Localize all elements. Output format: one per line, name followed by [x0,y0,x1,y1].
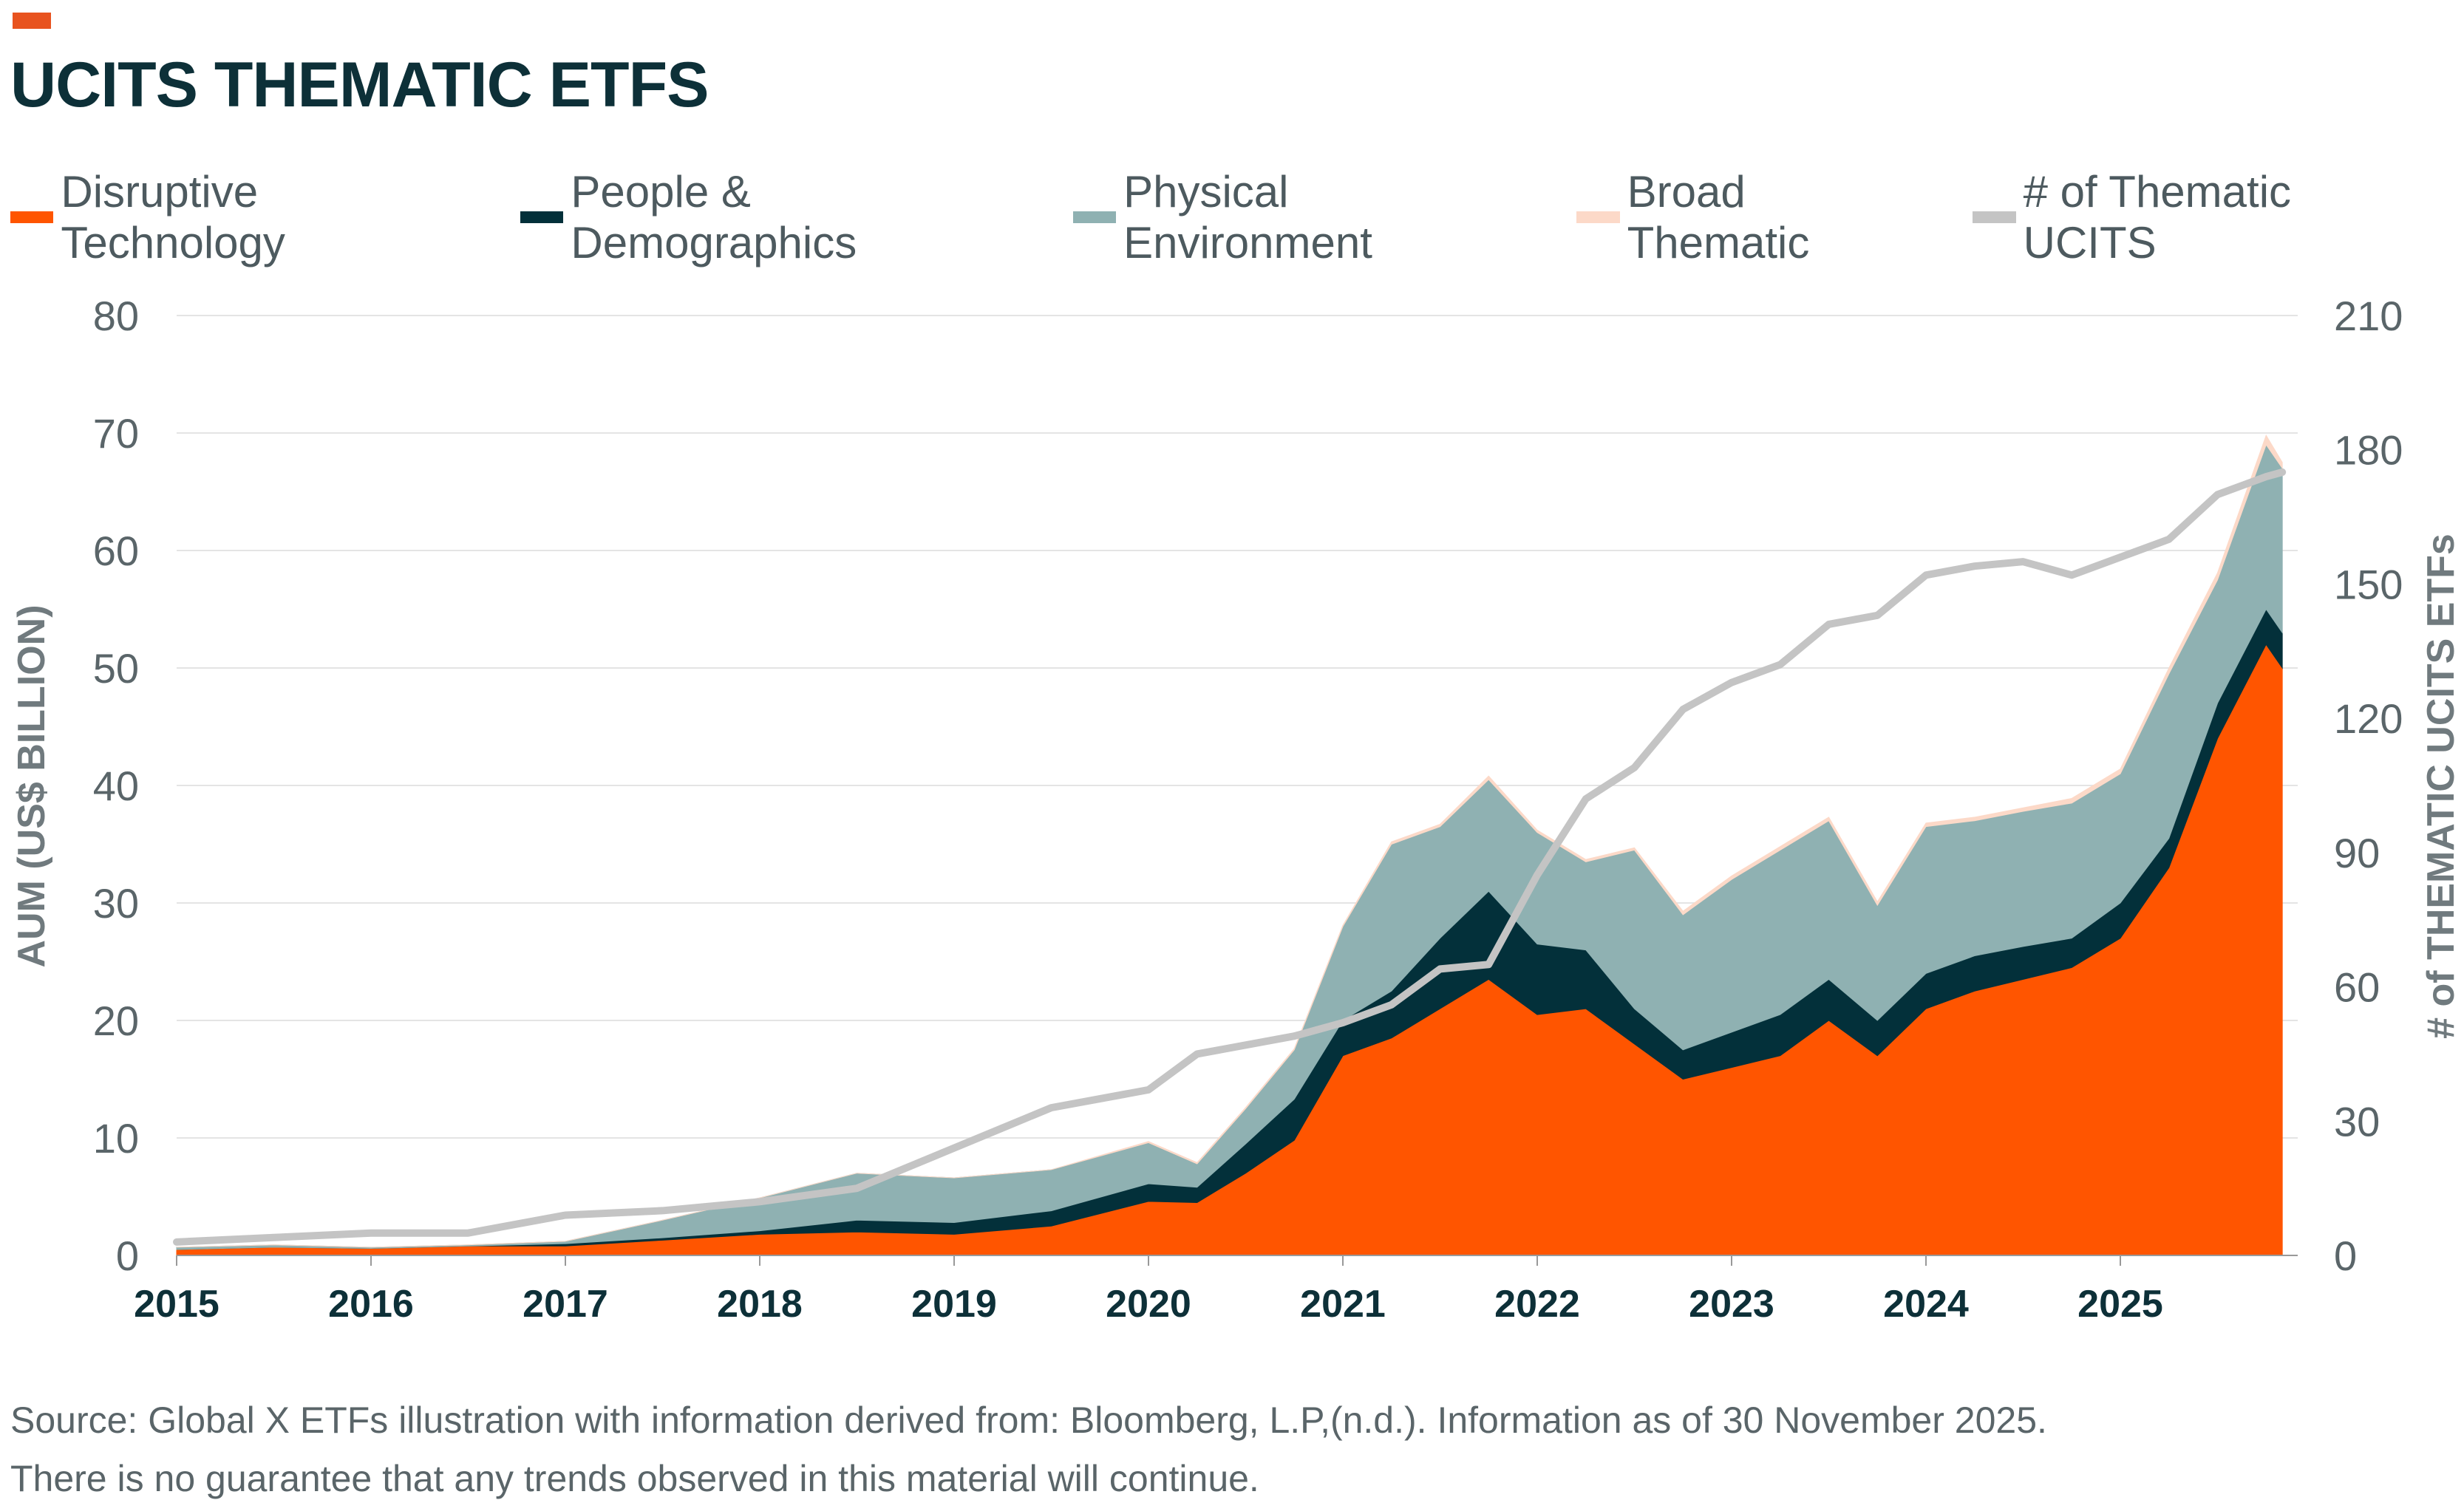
x-tick-label: 2019 [911,1283,997,1326]
x-tick-label: 2021 [1300,1283,1386,1326]
legend-label: Disruptive Technology [61,167,285,267]
y-tick-label: 80 [93,293,139,339]
y-tick-label: 20 [93,998,139,1044]
x-tick-label: 2023 [1689,1283,1774,1326]
x-tick-label: 2025 [2077,1283,2163,1326]
y2-tick-label: 60 [2334,964,2380,1011]
legend-label: Broad Thematic [1627,167,1810,267]
y-tick-label: 30 [93,880,139,927]
x-tick-label: 2022 [1494,1283,1580,1326]
legend: Disruptive Technology People & Demograph… [10,166,2464,268]
x-tick-label: 2020 [1106,1283,1191,1326]
area-broad-thematic [176,434,2283,1248]
x-tick-label: 2016 [328,1283,414,1326]
legend-item-thematic-ucits-count: # of Thematic UCITS [1973,166,2412,268]
y-tick-label: 50 [93,645,139,692]
disclaimer-note: There is no guarantee that any trends ob… [10,1458,1259,1499]
y-tick-label: 40 [93,763,139,809]
line-thematic-ucits-count [173,468,2287,1246]
x-tick-label: 2017 [523,1283,608,1326]
legend-swatch [1576,211,1620,223]
y2-tick-label: 180 [2334,427,2403,474]
legend-swatch [10,211,54,223]
legend-item-broad-thematic: Broad Thematic [1576,166,1921,268]
y-tick-label: 70 [93,410,139,457]
chart-title: UCITS THEMATIC ETFS [10,50,709,120]
y-tick-label: 0 [116,1233,139,1279]
y2-tick-label: 150 [2334,561,2403,607]
legend-label: # of Thematic UCITS [2023,167,2292,267]
y2-tick-label: 120 [2334,695,2403,742]
legend-item-physical-environment: Physical Environment [1072,166,1525,268]
x-tick-label: 2024 [1883,1283,1969,1326]
x-tick-label: 2018 [717,1283,803,1326]
legend-item-people-demographics: People & Demographics [520,166,1021,268]
y-tick-label: 60 [93,528,139,574]
y2-axis-title: # of THEMATIC UCITS ETFs [2420,533,2463,1039]
legend-label: People & Demographics [571,167,857,267]
y2-tick-label: 90 [2334,830,2380,876]
accent-tag [13,13,51,29]
legend-label: Physical Environment [1123,167,1372,267]
legend-item-disruptive-technology: Disruptive Technology [10,166,469,268]
legend-swatch [1072,211,1117,223]
y2-tick-label: 210 [2334,293,2403,339]
source-note: Source: Global X ETFs illustration with … [10,1400,2047,1441]
y2-tick-label: 30 [2334,1098,2380,1145]
x-tick-label: 2015 [134,1283,219,1326]
legend-swatch [520,211,564,223]
legend-swatch [1973,211,2016,223]
y2-tick-label: 0 [2334,1233,2357,1279]
y-tick-label: 10 [93,1115,139,1162]
y-axis-title: AUM (US$ BILLION) [10,604,53,967]
